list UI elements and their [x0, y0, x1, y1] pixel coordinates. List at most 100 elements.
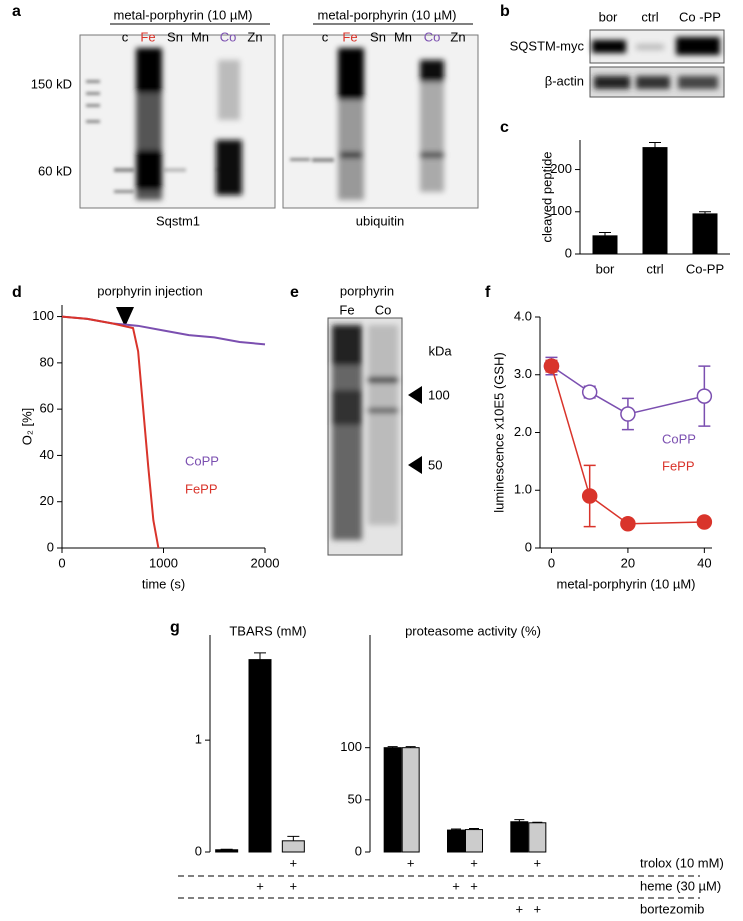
- lane-label: Sn: [370, 29, 386, 44]
- bar: [447, 829, 465, 853]
- lane-label: Sn: [167, 29, 183, 44]
- legend-label: FePP: [662, 458, 695, 473]
- y-axis-label: cleaved peptide: [539, 151, 554, 242]
- treatment-mark: +: [290, 878, 298, 893]
- error-bar: [699, 211, 711, 214]
- legend-label: CoPP: [185, 453, 219, 468]
- row-label: SQSTM-myc: [510, 38, 585, 53]
- bar: [592, 235, 618, 255]
- error-bar: [405, 746, 416, 748]
- bar: [401, 747, 420, 853]
- error-bar: [532, 821, 543, 823]
- data-point: [543, 358, 560, 374]
- data-line: [61, 315, 160, 549]
- lane-label: Co -PP: [679, 9, 721, 24]
- y-tick-label: 40: [40, 447, 54, 462]
- data-point: [620, 406, 636, 422]
- panel-label: d: [12, 284, 22, 301]
- y-tick-label: 4.0: [514, 308, 532, 323]
- y-tick-label: 3.0: [514, 366, 532, 381]
- treatment-mark: +: [470, 855, 478, 870]
- x-tick-label: ctrl: [646, 261, 663, 276]
- blot-e: [327, 317, 422, 556]
- mw-marker: 100: [428, 387, 450, 402]
- x-tick-label: bor: [596, 261, 615, 276]
- x-tick-label: 20: [621, 555, 635, 570]
- error-bar: [649, 142, 661, 148]
- bar: [281, 840, 305, 853]
- bar: [465, 829, 483, 853]
- lane-label: Mn: [191, 29, 209, 44]
- y-tick-label: 0: [565, 245, 572, 260]
- lane-label: Co: [375, 302, 392, 317]
- y-tick-label: 0: [47, 539, 54, 554]
- injection-arrow: [116, 307, 134, 327]
- data-line: [550, 365, 705, 525]
- data-line: [551, 365, 705, 415]
- data-point: [696, 514, 713, 530]
- lane-label: Fe: [140, 29, 155, 44]
- blot-caption: ubiquitin: [356, 213, 404, 228]
- treatment-label: trolox (10 mM): [640, 855, 724, 870]
- x-tick-label: 40: [697, 555, 711, 570]
- blot-a: [79, 34, 479, 209]
- lane-label: c: [322, 29, 329, 44]
- bar: [510, 821, 529, 853]
- y-tick-label: 20: [40, 493, 54, 508]
- lane-label: Fe: [339, 302, 354, 317]
- lane-label: ctrl: [641, 9, 658, 24]
- bar: [642, 147, 668, 255]
- chart-title: proteasome activity (%): [405, 623, 541, 638]
- panel-label: a: [12, 3, 21, 20]
- error-bar: [387, 746, 398, 748]
- x-tick-label: Co-PP: [686, 261, 724, 276]
- y-tick-label: 100: [340, 739, 362, 754]
- treatment-label: bortezomib: [640, 901, 704, 916]
- lane-label: Fe: [342, 29, 357, 44]
- bar: [383, 747, 402, 853]
- data-point: [581, 384, 598, 400]
- error-bar: [514, 819, 525, 822]
- error-bar: [287, 835, 300, 841]
- x-tick-label: 0: [58, 555, 65, 570]
- x-axis-label: metal-porphyrin (10 µM): [557, 576, 696, 591]
- treatment-mark: +: [516, 901, 524, 916]
- y-tick-label: 100: [32, 308, 54, 323]
- x-tick-label: 2000: [251, 555, 280, 570]
- bar: [692, 213, 718, 255]
- treatment-mark: +: [452, 878, 460, 893]
- lane-label: c: [122, 29, 129, 44]
- treatment-mark: +: [470, 878, 478, 893]
- mw-marker: 50: [428, 457, 442, 472]
- error-bar: [220, 848, 233, 850]
- lane-label: Mn: [394, 29, 412, 44]
- treatment-mark: +: [534, 901, 542, 916]
- mw-marker: 150 kD: [31, 76, 72, 91]
- x-axis-label: time (s): [142, 576, 185, 591]
- treatment-mark: +: [407, 855, 415, 870]
- blot-header: metal-porphyrin (10 µM): [318, 7, 457, 22]
- treatment-mark: +: [534, 855, 542, 870]
- legend-label: FePP: [185, 481, 218, 496]
- blot-title: porphyrin: [340, 283, 394, 298]
- error-bar: [599, 231, 611, 236]
- panel-label: g: [170, 619, 180, 636]
- y-tick-label: 1: [195, 732, 202, 747]
- bar: [528, 822, 547, 853]
- blot-caption: Sqstm1: [156, 213, 200, 228]
- y-tick-label: 60: [40, 401, 54, 416]
- y-tick-label: 80: [40, 354, 54, 369]
- error-bar: [451, 828, 461, 831]
- x-tick-label: 0: [548, 555, 555, 570]
- y-axis-label: luminescence x10E5 (GSH): [491, 352, 506, 512]
- y-tick-label: 0: [195, 843, 202, 858]
- bar: [248, 659, 272, 853]
- data-point: [696, 388, 713, 404]
- y-tick-label: 0: [355, 843, 362, 858]
- y-axis-label: O₂ [%]: [19, 408, 34, 446]
- panel-label: f: [485, 284, 491, 301]
- blot-header: metal-porphyrin (10 µM): [114, 7, 253, 22]
- x-tick-label: 1000: [149, 555, 178, 570]
